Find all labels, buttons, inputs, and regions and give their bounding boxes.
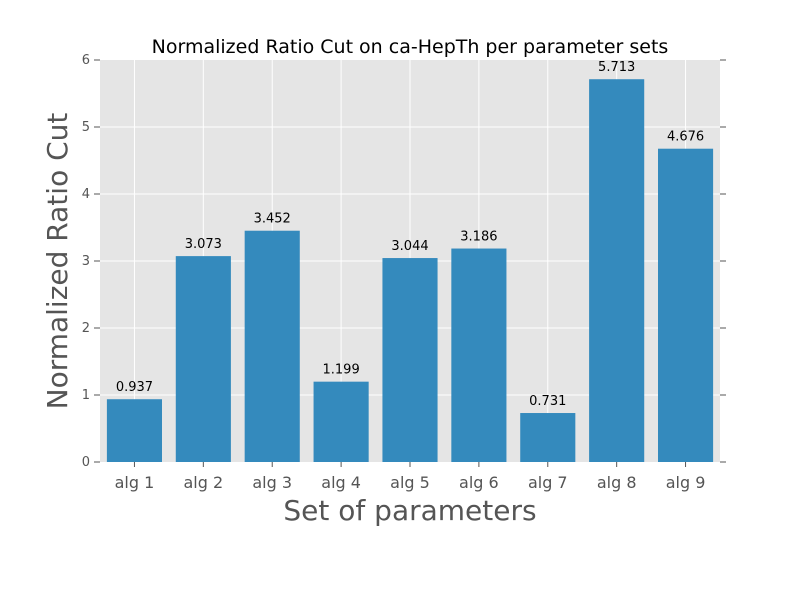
data-labels: 0.937 3.073 3.452 1.199 3.044 3.186 0.731 5.713… xyxy=(116,60,704,409)
bar xyxy=(106,399,162,462)
bar-value-label: 1.199 xyxy=(323,363,360,378)
x-tick-label: alg 1 xyxy=(115,473,155,492)
bar xyxy=(244,230,300,462)
bar-value-label: 4.676 xyxy=(667,130,704,145)
bar xyxy=(175,256,231,462)
bar-value-label: 3.073 xyxy=(185,237,222,252)
bar-value-label: 3.452 xyxy=(254,212,291,227)
bar-value-label: 5.713 xyxy=(598,60,635,75)
x-tick-label: alg 5 xyxy=(390,473,430,492)
x-tick-label: alg 8 xyxy=(597,473,637,492)
bar-value-label: 0.937 xyxy=(116,380,153,395)
y-axis-label: Normalized Ratio Cut xyxy=(41,113,74,410)
x-tick-label: alg 4 xyxy=(321,473,361,492)
bar-value-label: 0.731 xyxy=(529,394,566,409)
bar xyxy=(313,381,369,462)
bar xyxy=(658,148,714,462)
bar xyxy=(382,258,438,462)
x-tick-label: alg 7 xyxy=(528,473,568,492)
bar-value-label: 3.044 xyxy=(391,239,428,254)
x-tick-label: alg 9 xyxy=(666,473,706,492)
bar xyxy=(520,413,576,462)
chart-title: Normalized Ratio Cut on ca-HepTh per par… xyxy=(152,36,669,58)
y-tick-label: 1 xyxy=(82,388,90,403)
y-tick-label: 0 xyxy=(82,455,90,470)
x-tick-label: alg 6 xyxy=(459,473,499,492)
y-tick-label: 4 xyxy=(82,187,90,202)
y-tick-label: 6 xyxy=(82,53,90,68)
y-tick-label: 2 xyxy=(82,321,90,336)
bars xyxy=(106,79,714,462)
bar-value-label: 3.186 xyxy=(460,230,497,245)
bar xyxy=(451,248,507,462)
y-tick-label: 3 xyxy=(82,254,90,269)
x-tick-label: alg 2 xyxy=(183,473,223,492)
x-tick-label: alg 3 xyxy=(252,473,292,492)
y-tick-label: 5 xyxy=(82,120,90,135)
x-axis-label: Set of parameters xyxy=(283,494,536,527)
bar xyxy=(589,79,645,462)
axis-ticks: 0 1 2 3 4 5 6 alg 1 alg 2 alg 3 alg 4 alg 5 alg 6 alg… xyxy=(82,53,726,492)
